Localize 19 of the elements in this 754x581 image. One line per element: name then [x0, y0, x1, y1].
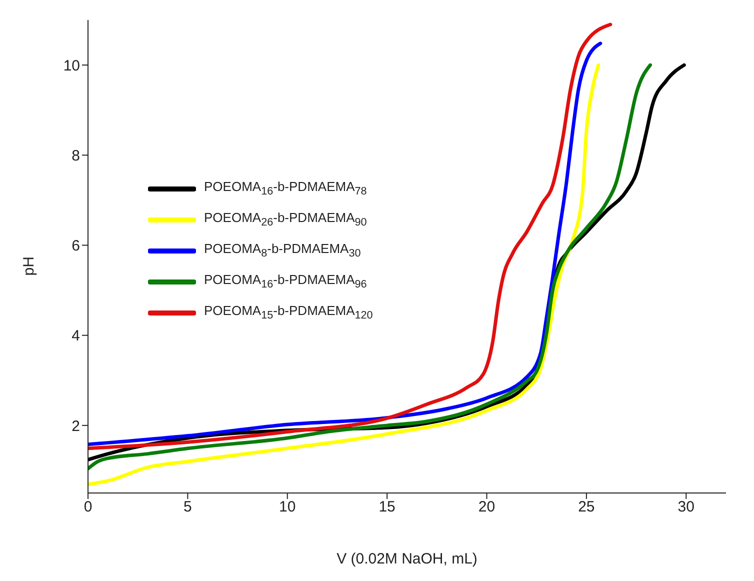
x-tick-label: 30	[678, 498, 694, 516]
y-tick-label: 4	[72, 328, 80, 345]
legend-label: POEOMA$_{15}$-b-PDMAEMA$_{120}$	[204, 303, 373, 322]
x-axis-title: V (0.02M NaOH, mL)	[336, 550, 478, 568]
legend-label: POEOMA$_{26}$-b-PDMAEMA$_{90}$	[204, 210, 367, 229]
legend-label: POEOMA$_{8}$-b-PDMAEMA$_{30}$	[204, 241, 361, 260]
y-tick-label: 6	[72, 238, 80, 255]
y-tick-label: 10	[63, 57, 80, 74]
legend-label: POEOMA$_{16}$-b-PDMAEMA$_{78}$	[204, 179, 367, 198]
x-tick-label: 20	[478, 498, 496, 516]
y-tick-label: 2	[72, 418, 80, 435]
x-tick-label: 5	[184, 498, 192, 516]
x-tick-label: 0	[84, 498, 92, 516]
x-tick-label: 10	[279, 498, 296, 516]
x-tick-label: 25	[578, 498, 595, 516]
y-tick-label: 8	[72, 147, 80, 164]
y-axis-title: pH	[20, 256, 38, 276]
legend-label: POEOMA$_{16}$-b-PDMAEMA$_{96}$	[204, 272, 367, 291]
x-tick-label: 15	[378, 498, 396, 516]
